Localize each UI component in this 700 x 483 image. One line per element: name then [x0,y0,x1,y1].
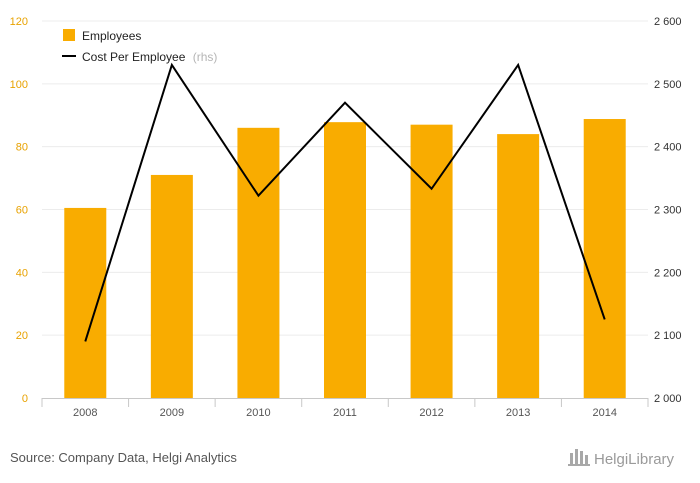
bar-employees-2011 [324,122,366,398]
legend-label-rhs: (rhs) [193,50,218,64]
y-right-tick-label: 2 200 [654,267,682,279]
cost-per-employee-line [84,62,606,342]
bar-employees-2013 [497,134,540,398]
y-left-tick-label: 40 [16,267,28,279]
legend-label-employees: Employees [82,29,141,43]
bar-employees-2014 [583,119,626,399]
y-left-tick-label: 120 [10,16,28,28]
y-right-tick-label: 2 300 [654,205,682,217]
brand-name: HelgiLibrary [594,451,675,468]
x-tick-label: 2014 [592,407,616,419]
y-left-tick-label: 0 [22,393,28,405]
y-right-tick-label: 2 100 [654,330,682,342]
legend-swatch-employees [63,29,75,41]
legend-label-cost-per-employee-group: Cost Per Employee (rhs) [82,50,217,64]
x-tick-label: 2008 [73,407,97,419]
legend: Employees Cost Per Employee (rhs) [62,29,217,64]
bar-employees-2012 [410,124,453,399]
y-right-tick-label: 2 500 [654,79,682,91]
x-tick-label: 2010 [246,407,270,419]
x-tick-label: 2012 [419,407,443,419]
y-left-tick-label: 80 [16,142,28,154]
bar-employees-2009 [150,174,193,398]
line-cost-per-employee [84,62,606,342]
y-left-tick-label: 60 [16,205,28,217]
y-left-tick-label: 20 [16,330,28,342]
legend-label-cost-per-employee: Cost Per Employee [82,50,186,64]
x-tick-label: 2013 [506,407,530,419]
helgi-library-logo: HelgiLibrary [568,449,675,468]
y-right-tick-label: 2 600 [654,16,682,28]
y-left-tick-label: 100 [10,79,28,91]
x-tick-label: 2011 [333,407,357,419]
y-right-tick-label: 2 000 [654,393,682,405]
tick-labels: 0 20 40 60 80 100 120 2 000 2 100 2 200 2 300 2 400… [10,16,682,419]
building-icon [568,449,590,466]
x-tick-label: 2009 [160,407,184,419]
bar-employees-2008 [64,207,107,398]
axes [41,398,649,407]
source-note: Source: Company Data, Helgi Analytics [10,450,237,465]
bar-employees-2010 [237,127,280,399]
y-right-tick-label: 2 400 [654,142,682,154]
employees-bars [64,119,626,399]
